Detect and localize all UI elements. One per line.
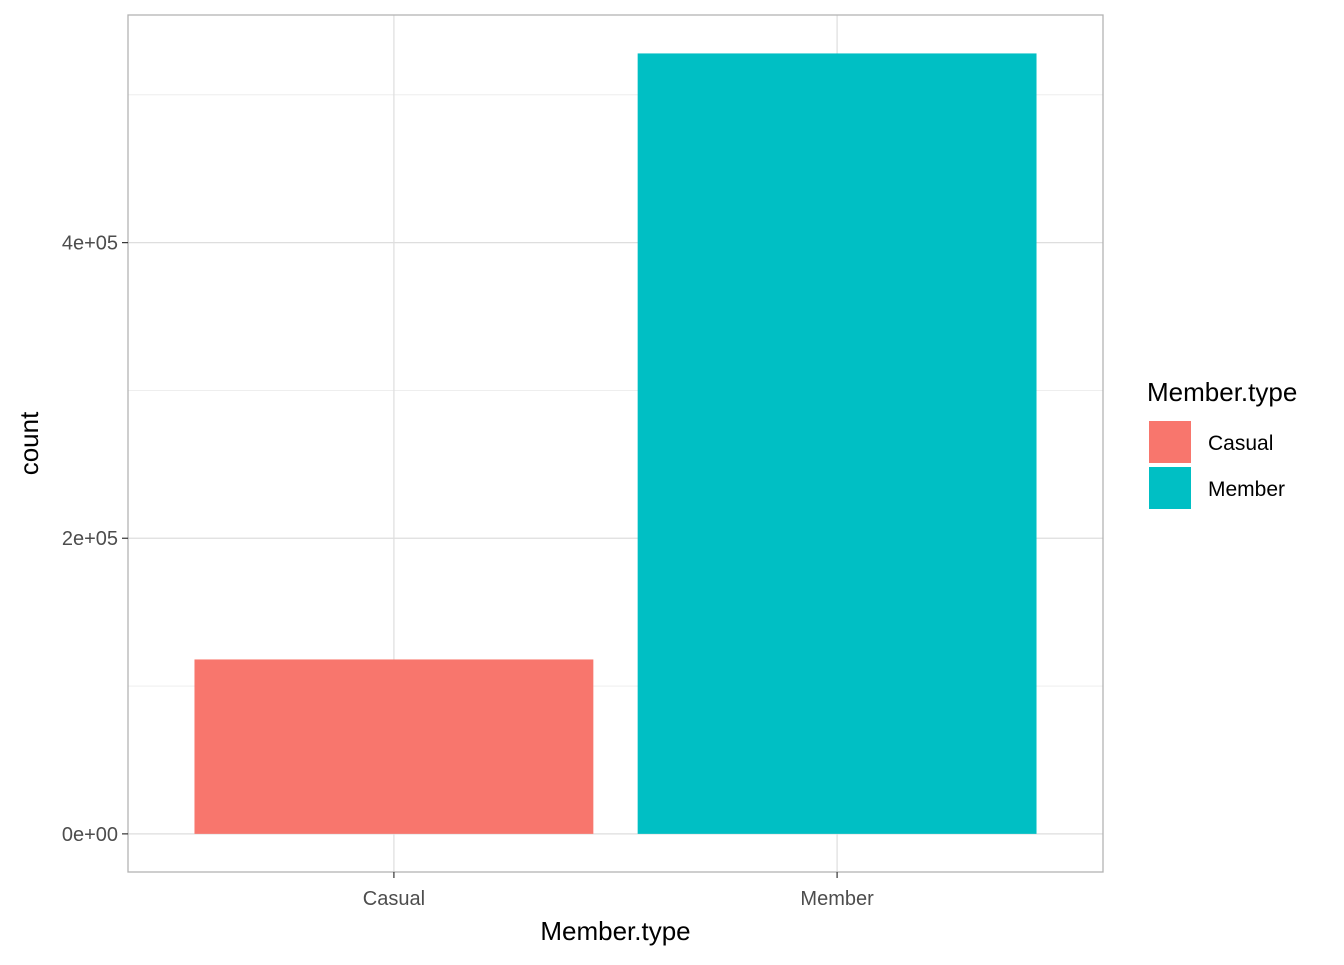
y-tick-label: 4e+05	[62, 233, 118, 255]
bar-member	[637, 53, 1037, 834]
bars-group	[194, 53, 1037, 834]
legend-key-casual	[1149, 421, 1191, 463]
y-tick-label: 2e+05	[62, 528, 118, 550]
legend: Member.type Casual Member	[1147, 377, 1297, 509]
y-axis: 0e+00 2e+05 4e+05	[62, 233, 128, 846]
legend-title: Member.type	[1147, 377, 1297, 407]
legend-key-member	[1149, 467, 1191, 509]
plot-panel-border	[127, 14, 1104, 873]
x-tick-label: Member	[800, 888, 874, 910]
x-axis-title: Member.type	[540, 916, 690, 946]
x-tick-label: Casual	[363, 888, 425, 910]
y-axis-title: count	[14, 411, 44, 475]
bar-casual	[194, 659, 594, 834]
legend-label-member: Member	[1208, 478, 1285, 501]
x-axis: Casual Member	[363, 872, 874, 910]
y-tick-label: 0e+00	[62, 824, 118, 846]
legend-items: Casual Member	[1149, 421, 1285, 509]
legend-label-casual: Casual	[1208, 432, 1273, 455]
